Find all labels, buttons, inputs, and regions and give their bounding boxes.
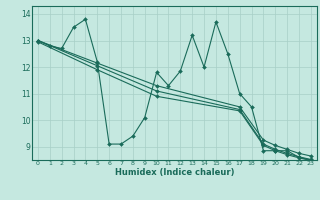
X-axis label: Humidex (Indice chaleur): Humidex (Indice chaleur) (115, 168, 234, 177)
